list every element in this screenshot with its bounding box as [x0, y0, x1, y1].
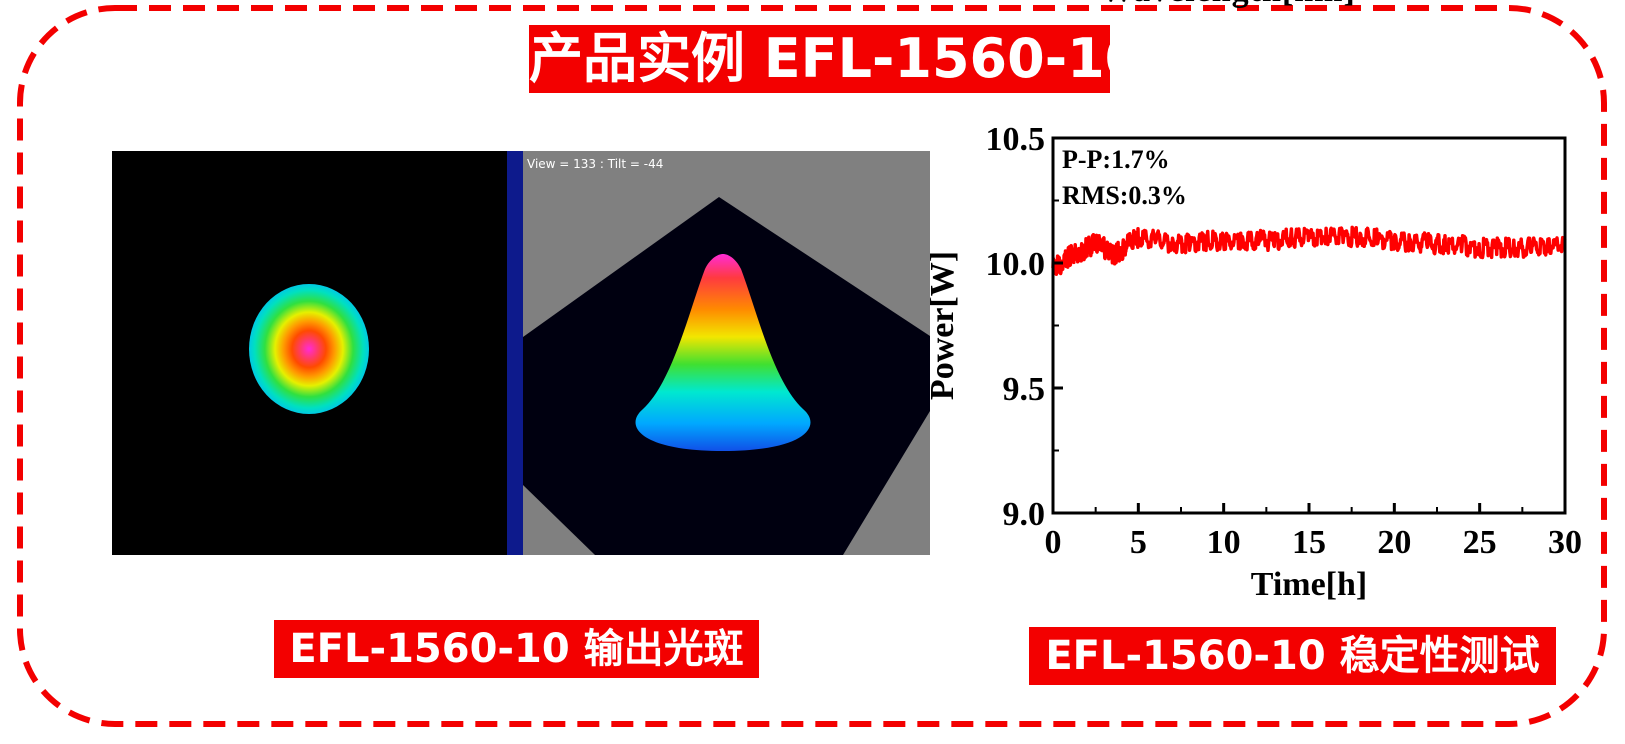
beam-peak: [635, 254, 811, 451]
beam-caption: EFL-1560-10 输出光斑: [274, 620, 759, 678]
x-axis-label: Time[h]: [1251, 566, 1367, 603]
x-tick-label: 5: [1130, 524, 1147, 561]
y-tick-label: 10.0: [986, 246, 1046, 283]
y-tick-label: 9.5: [1003, 371, 1046, 408]
pp-annotation: P-P:1.7%: [1062, 145, 1170, 174]
stability-caption: EFL-1560-10 稳定性测试: [1029, 627, 1556, 685]
x-tick-label: 30: [1548, 524, 1582, 561]
beam-spot-2d-image: [112, 151, 507, 555]
image-divider: [507, 151, 523, 555]
y-axis-label: Power[W]: [930, 251, 961, 400]
x-tick-label: 20: [1377, 524, 1411, 561]
beam-spot: [249, 284, 369, 414]
beam-spot-3d-image: [523, 151, 930, 555]
power-stability-chart: 0 5 10 15 20 25 30 9.0 9.5 10.0 10.5 Time[h] Power…: [930, 121, 1583, 603]
y-tick-label: 10.5: [986, 121, 1046, 158]
cut-off-axis-label: Wavelength[nm]: [1100, 0, 1356, 8]
x-tick-label: 10: [1207, 524, 1241, 561]
x-tick-label: 15: [1292, 524, 1326, 561]
y-tick-label: 9.0: [1003, 496, 1046, 533]
view-tilt-label: View = 133 : Tilt = -44: [527, 157, 664, 171]
axes: 0 5 10 15 20 25 30 9.0 9.5 10.0 10.5: [986, 121, 1583, 561]
x-tick-label: 25: [1463, 524, 1497, 561]
power-trace: [1051, 225, 1567, 276]
plot-area: [1051, 225, 1567, 276]
x-tick-label: 0: [1045, 524, 1062, 561]
rms-annotation: RMS:0.3%: [1062, 181, 1187, 210]
page-title: 产品实例 EFL-1560-10: [529, 25, 1142, 93]
beam-3d-render: [523, 197, 930, 555]
